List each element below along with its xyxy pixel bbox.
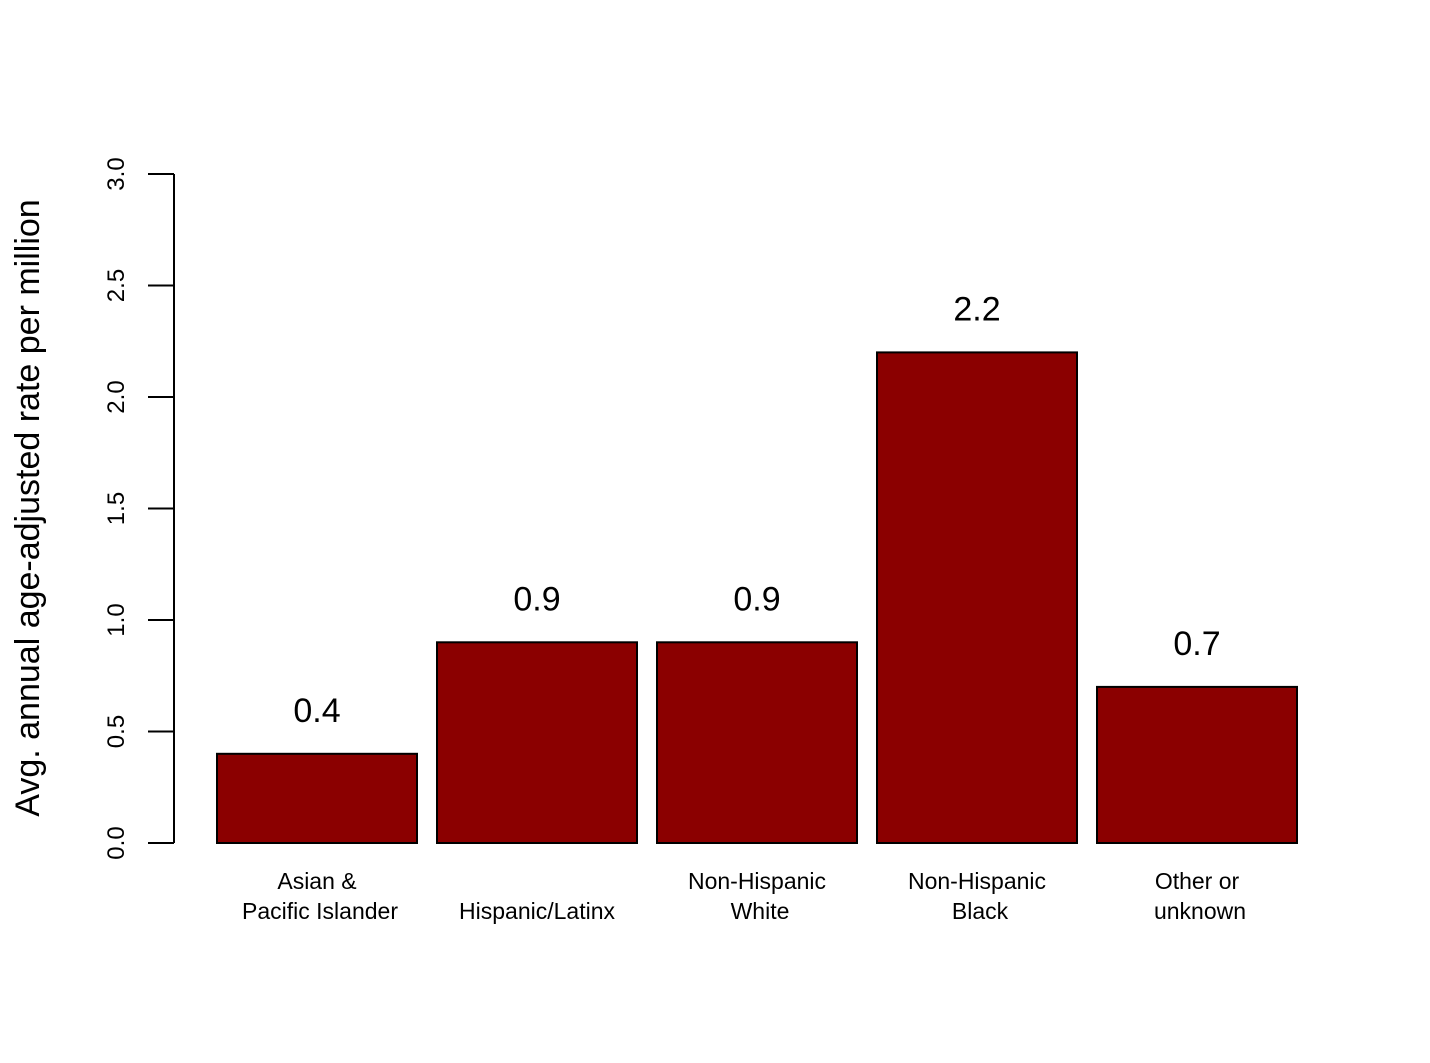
- y-tick-label: 2.0: [103, 380, 130, 413]
- x-tick-label: Non-Hispanic: [908, 868, 1046, 894]
- bar: [656, 641, 858, 844]
- bar-value-label: 0.7: [1173, 625, 1220, 663]
- x-tick-label: Pacific Islander: [242, 898, 398, 924]
- category-labels-group: Asian & Pacific Islander Hispanic/Latinx No…: [242, 868, 1246, 924]
- bar-value-label: 2.2: [953, 290, 1000, 328]
- x-tick-label: Other or: [1155, 868, 1240, 894]
- x-tick-label: unknown: [1154, 898, 1246, 924]
- y-axis-title: Avg. annual age-adjusted rate per millio…: [9, 199, 47, 816]
- bar: [216, 752, 418, 844]
- y-tick-label: 0.0: [103, 826, 130, 859]
- y-tick-label: 1.5: [103, 492, 130, 525]
- value-labels-group: 0.4 0.9 0.9 2.2 0.7: [293, 290, 1220, 729]
- y-tick-label: 3.0: [103, 157, 130, 190]
- y-axis: 0.0 0.5 1.0 1.5 2.0 2.5 3.0: [103, 157, 175, 860]
- x-tick-label: Non-Hispanic: [688, 868, 826, 894]
- bar-value-label: 0.9: [513, 580, 560, 618]
- x-tick-label: Hispanic/Latinx: [459, 898, 615, 924]
- x-tick-label: White: [731, 898, 790, 924]
- bar-value-label: 0.4: [293, 692, 340, 730]
- bars-group: [216, 351, 1298, 845]
- bar: [1096, 685, 1298, 845]
- x-tick-label: Black: [952, 898, 1009, 924]
- x-tick-label: Asian &: [277, 868, 356, 894]
- bar: [436, 641, 638, 844]
- y-tick-label: 0.5: [103, 715, 130, 748]
- y-tick-label: 2.5: [103, 269, 130, 302]
- y-tick-label: 1.0: [103, 603, 130, 636]
- bar: [876, 351, 1078, 844]
- bar-value-label: 0.9: [733, 580, 780, 618]
